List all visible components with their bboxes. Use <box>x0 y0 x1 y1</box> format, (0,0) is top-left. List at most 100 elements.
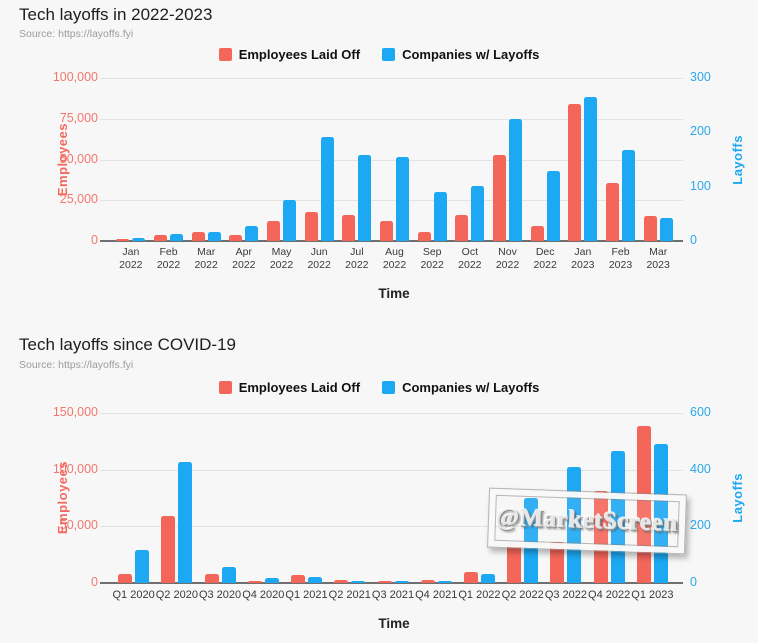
employees-bar <box>291 574 306 583</box>
left-axis-tick-label: 75,000 <box>59 110 98 125</box>
employees-bar <box>568 104 582 241</box>
legend-item-companies: Companies w/ Layoffs <box>382 47 539 62</box>
x-axis-title: Time <box>378 616 410 631</box>
right-axis-tick-label: 100 <box>690 178 711 193</box>
companies-bar <box>622 149 635 241</box>
employees-bar <box>161 516 176 583</box>
companies-bar <box>546 171 560 241</box>
left-axis-tick-label: 150,000 <box>52 405 98 419</box>
x-axis-line <box>100 582 683 584</box>
employees-bar <box>417 231 431 241</box>
employees-bar <box>247 581 262 583</box>
employees-bar <box>116 239 130 241</box>
companies-bar <box>480 574 495 583</box>
right-axis-tick-label: 200 <box>690 518 711 533</box>
right-axis-tick-label: 200 <box>690 124 711 139</box>
companies-bar <box>178 461 193 583</box>
employees-bar <box>191 232 205 241</box>
chart-title: Tech layoffs since COVID-19 <box>19 335 236 354</box>
legend-item-employees: Employees Laid Off <box>218 380 361 395</box>
employees-bar <box>267 221 280 241</box>
employees-legend-swatch-icon <box>218 48 232 61</box>
employees-bar <box>342 214 356 241</box>
companies-bar <box>283 200 296 241</box>
chart-legend: Employees Laid Off Companies w/ Layoffs <box>0 380 758 395</box>
companies-legend-swatch-icon <box>382 48 396 61</box>
legend-label: Companies w/ Layoffs <box>402 380 540 395</box>
plot-area: 0 25,000 50,000 75,000 100,000 0 100 200 300 Jan 2… <box>53 70 711 272</box>
companies-bar <box>207 231 221 241</box>
companies-legend-swatch-icon <box>382 381 396 394</box>
employees-bar <box>154 235 167 241</box>
employees-bar <box>530 226 544 241</box>
x-axis-tick-label: Q3 2020 <box>198 589 242 601</box>
x-axis-tick-label: Q2 2021 <box>328 589 371 601</box>
x-axis-tick-label: Q1 2021 <box>285 589 328 601</box>
employees-bar <box>550 541 565 583</box>
companies-bar <box>659 218 673 241</box>
x-axis-tick-label: Feb 2023 <box>608 246 633 272</box>
employees-bar <box>420 580 435 583</box>
legend-label: Employees Laid Off <box>238 47 361 62</box>
x-axis-tick-label: Oct 2022 <box>458 246 482 272</box>
companies-bar <box>132 238 146 241</box>
chart-source: Source: https://layoffs.fyi <box>19 359 134 371</box>
employees-bar <box>593 490 608 583</box>
companies-bar <box>524 498 539 583</box>
right-axis-tick-label: 0 <box>690 575 697 589</box>
employees-bar <box>493 154 506 241</box>
employees-bar <box>377 580 392 583</box>
companies-bar <box>567 466 582 583</box>
x-axis-tick-label: Aug 2022 <box>382 246 407 272</box>
companies-bar <box>221 566 236 583</box>
employees-bar <box>118 573 133 583</box>
x-axis-tick-label: Q4 2022 <box>588 589 631 601</box>
left-axis-tick-label: 50,000 <box>59 518 98 533</box>
gridline <box>100 413 683 414</box>
employees-bar <box>455 214 469 241</box>
x-axis-tick-label: Dec 2022 <box>533 246 557 272</box>
companies-bar <box>320 136 334 241</box>
employees-bar <box>229 235 243 241</box>
x-axis-tick-label: Q3 2021 <box>371 589 415 601</box>
x-axis-tick-label: Nov 2022 <box>495 246 520 272</box>
chart-legend: Employees Laid Off Companies w/ Layoffs <box>0 47 758 62</box>
legend-label: Employees Laid Off <box>238 380 361 395</box>
gridline <box>100 78 683 79</box>
employees-bar <box>606 183 619 241</box>
left-axis-tick-label: 0 <box>91 233 98 247</box>
x-axis-tick-label: Sep 2022 <box>420 246 444 272</box>
plot-area: 0 50,000 100,000 150,000 0 200 400 600 Q1 2020 Q2… <box>0 322 758 643</box>
employees-bar <box>643 216 657 241</box>
left-axis-tick-label: 25,000 <box>59 192 98 207</box>
left-axis-title: Employees <box>54 461 70 535</box>
gridline <box>100 526 683 528</box>
legend-label: Companies w/ Layoffs <box>402 47 540 62</box>
companies-bar <box>396 156 409 241</box>
left-axis-tick-label: 100,000 <box>52 461 98 476</box>
companies-bar <box>437 581 452 583</box>
marketscreen-watermark: @MarketScreen <box>487 487 687 555</box>
x-axis-tick-label: Jul 2022 <box>345 246 369 272</box>
companies-bar <box>394 581 409 583</box>
x-axis-tick-label: Q4 2021 <box>415 589 458 601</box>
x-axis-tick-label: Mar 2022 <box>194 246 218 272</box>
x-axis-tick-label: Feb 2022 <box>156 246 181 272</box>
x-axis-line <box>100 240 683 242</box>
x-axis-tick-label: Jan 2022 <box>119 246 143 272</box>
right-axis-tick-label: 300 <box>690 70 711 84</box>
employees-bar <box>334 580 349 583</box>
companies-bar <box>653 444 668 583</box>
companies-bar <box>433 191 447 241</box>
x-axis-tick-label: Apr 2022 <box>232 246 256 272</box>
employees-legend-swatch-icon <box>218 381 232 394</box>
employees-bar <box>304 212 318 241</box>
companies-bar <box>358 155 372 241</box>
companies-bar <box>308 577 323 583</box>
watermark-text: @MarketScreen <box>495 503 679 538</box>
left-axis-title: Employees <box>54 122 70 197</box>
right-axis-tick-label: 400 <box>690 461 711 476</box>
legend-item-employees: Employees Laid Off <box>218 47 361 62</box>
companies-bar <box>610 451 625 583</box>
chart-layoffs-since-covid: Tech layoffs since COVID-19 Source: http… <box>0 322 758 643</box>
